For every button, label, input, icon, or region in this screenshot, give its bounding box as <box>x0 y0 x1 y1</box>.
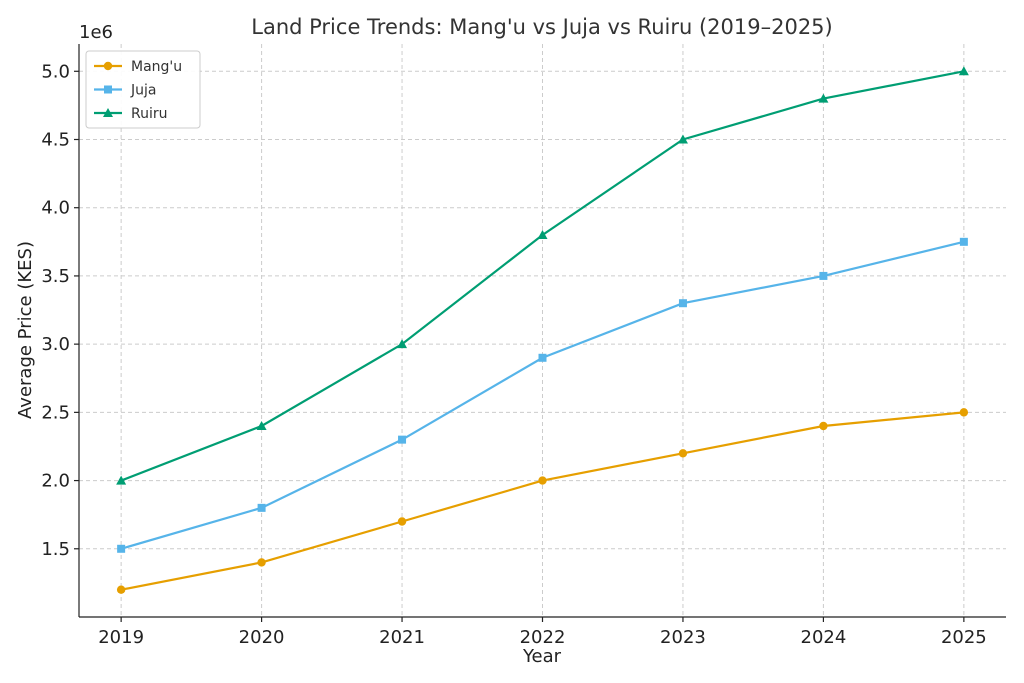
legend-marker-mang-u <box>103 61 113 71</box>
y-tick-label: 5.0 <box>41 61 70 82</box>
y-tick-label: 1.5 <box>41 539 70 560</box>
x-tick-label: 2019 <box>98 627 144 648</box>
chart-title: Land Price Trends: Mang'u vs Juja vs Rui… <box>251 15 833 39</box>
data-point-ruiru <box>397 339 408 349</box>
x-tick-label: 2020 <box>239 627 285 648</box>
data-point-juja <box>819 271 828 280</box>
series <box>116 66 969 594</box>
data-point-mang-u <box>959 408 969 417</box>
series-mang-u <box>116 408 969 594</box>
x-tick-label: 2024 <box>801 627 847 648</box>
data-point-juja <box>398 435 407 444</box>
y-tick-label: 2.0 <box>41 471 70 492</box>
x-tick-label: 2022 <box>520 627 566 648</box>
legend-label-ruiru: Ruiru <box>131 106 168 122</box>
data-point-ruiru <box>116 475 127 485</box>
x-axis-label: Year <box>522 646 562 667</box>
data-point-mang-u <box>678 449 688 458</box>
data-point-mang-u <box>257 558 266 567</box>
legend: Mang'u Juja Ruiru <box>85 50 201 129</box>
data-point-mang-u <box>538 476 547 485</box>
data-point-mang-u <box>819 421 828 431</box>
y-tick-label: 4.0 <box>41 198 70 219</box>
legend-marker-ruiru <box>103 108 113 117</box>
data-point-juja <box>538 353 547 362</box>
series-juja <box>117 237 968 553</box>
data-point-juja <box>678 299 687 308</box>
y-tick-label: 3.5 <box>41 266 70 287</box>
series-ruiru <box>116 66 969 485</box>
data-point-ruiru <box>818 93 829 103</box>
x-tick-label: 2023 <box>660 627 706 648</box>
y-axis-offset-label: 1e6 <box>79 22 113 43</box>
y-tick-label: 3.0 <box>41 334 70 355</box>
x-tick-label: 2025 <box>941 627 987 648</box>
data-point-ruiru <box>256 421 267 430</box>
data-point-mang-u <box>397 517 407 526</box>
y-tick-label: 2.5 <box>41 402 70 423</box>
y-axis-label: Average Price (KES) <box>15 241 36 419</box>
legend-box <box>85 50 201 129</box>
data-point-ruiru <box>958 66 969 76</box>
data-point-ruiru <box>537 230 548 239</box>
y-tick-label: 4.5 <box>41 130 70 151</box>
data-point-mang-u <box>116 585 126 594</box>
data-point-juja <box>117 544 126 553</box>
grid <box>79 44 1006 617</box>
data-point-ruiru <box>677 134 688 144</box>
data-point-juja <box>959 237 968 246</box>
data-point-juja <box>257 503 266 512</box>
legend-label-mang-u: Mang'u <box>131 59 182 75</box>
legend-marker-juja <box>104 85 112 94</box>
axes: 2019 2020 2021 2022 2023 2024 2025 1.5 2.0 2.5 3.0… <box>41 44 1006 648</box>
legend-label-juja: Juja <box>130 83 156 99</box>
x-tick-label: 2021 <box>379 627 425 648</box>
